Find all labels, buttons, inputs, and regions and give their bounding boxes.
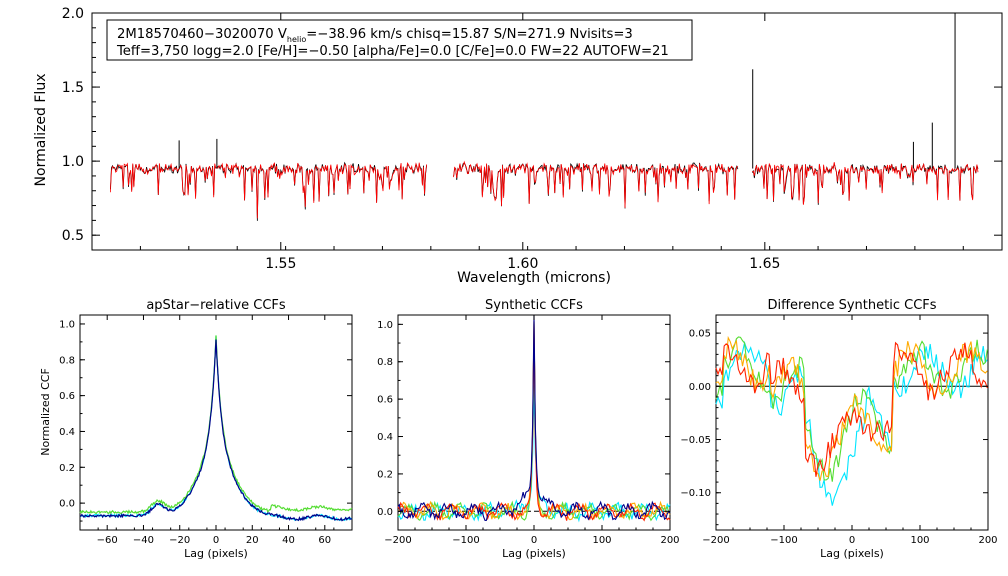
model-spectrum-line: [109, 161, 428, 219]
y-tick-label: 1.0: [377, 320, 393, 331]
y-tick-label: 0.5: [62, 228, 84, 244]
x-tick-label: 1.65: [749, 256, 780, 272]
synthetic-ccf-visit1-line: [397, 385, 671, 523]
diff-ccf-visit1-line: [715, 340, 988, 506]
diff-ccf-visit2-line: [715, 336, 988, 482]
y-tick-label: 0.8: [59, 355, 75, 366]
x-tick-label: 1.55: [265, 256, 296, 272]
x-tick-label: 1.60: [507, 256, 538, 272]
diff-ccf-traces: [715, 335, 988, 506]
spectrum-x-label: Wavelength (microns): [457, 270, 611, 286]
x-tick-label: 200: [660, 535, 679, 546]
x-tick-label: 100: [910, 535, 929, 546]
apstar-ccf-title: apStar−relative CCFs: [146, 298, 286, 313]
info-line-1: 2M18570460−3020070 Vhelio=−38.96 km/s ch…: [117, 27, 633, 44]
synthetic-ccf-ticks: −200 −100 0 100 200 0.0 0.2 0.4 0.6 0.8 1.0: [377, 315, 680, 546]
y-tick-label: 0.4: [377, 432, 393, 443]
y-tick-label: 1.0: [62, 154, 84, 170]
diff-ccf-frame: [715, 314, 989, 531]
model-spectrum-line: [752, 162, 979, 205]
x-tick-label: −20: [169, 535, 190, 546]
info-box: [106, 19, 693, 61]
y-tick-label: 0.2: [377, 469, 393, 480]
y-tick-label: 0.4: [59, 427, 75, 438]
x-tick-label: −60: [97, 535, 118, 546]
x-tick-label: −200: [702, 535, 729, 546]
y-tick-label: −0.10: [680, 488, 711, 499]
y-tick-label: 2.0: [62, 6, 84, 22]
synthetic-ccf-title: Synthetic CCFs: [485, 298, 583, 313]
diff-ccf-model-line: [715, 341, 988, 477]
apstar-ccf-ticks: −60 −40 −20 0 20 40 60 0.0 0.2 0.4 0.6 0.8 1.0: [59, 315, 353, 546]
x-tick-label: 20: [246, 535, 259, 546]
x-tick-label: 100: [592, 535, 611, 546]
observed-spectrum-line: [453, 162, 739, 209]
apstar-ccf-x-label: Lag (pixels): [184, 547, 248, 560]
y-tick-label: 0.00: [689, 382, 711, 393]
diff-ccf-visit3-line: [715, 335, 988, 481]
x-tick-label: 0: [213, 535, 219, 546]
diff-ccf-panel: −200 −100 0 100 200 0.05 0.00 −0.05 −0.10 Differ…: [680, 298, 997, 560]
y-tick-label: 1.0: [59, 319, 75, 330]
spectrum-traces: [109, 13, 979, 221]
x-tick-label: 200: [978, 535, 997, 546]
x-tick-label: −100: [452, 535, 479, 546]
synthetic-ccf-x-label: Lag (pixels): [502, 547, 566, 560]
y-tick-label: 0.2: [59, 463, 75, 474]
apstar-ccf-visit2-line: [79, 335, 353, 515]
spectrum-ticks: 1.55 1.60 1.65 0.5 1.0 1.5 2.0: [62, 6, 1002, 272]
y-tick-label: 0.6: [59, 391, 75, 402]
y-tick-label: 0.0: [377, 507, 393, 518]
spectrum-y-label: Normalized Flux: [33, 74, 49, 187]
apstar-ccf-combined-line: [79, 339, 353, 522]
x-tick-label: 60: [318, 535, 331, 546]
info-subscript: helio: [287, 35, 306, 44]
y-tick-label: 1.5: [62, 80, 84, 96]
apstar-ccf-y-label: Normalized CCF: [39, 368, 52, 456]
x-tick-label: −100: [770, 535, 797, 546]
spectrum-panel: 1.55 1.60 1.65 0.5 1.0 1.5 2.0 2M18570460−3020…: [33, 6, 1003, 286]
apstar-ccf-traces: [79, 335, 353, 522]
x-tick-label: 40: [282, 535, 295, 546]
y-tick-label: 0.0: [59, 499, 75, 510]
apstar-ccf-visit1-line: [79, 335, 353, 522]
apstar-ccf-panel: −60 −40 −20 0 20 40 60 0.0 0.2 0.4 0.6 0.8 1.0 apSta…: [39, 298, 353, 560]
info-star-id: 2M18570460−3020070 V: [117, 27, 287, 42]
x-tick-label: −40: [133, 535, 154, 546]
diff-ccf-x-label: Lag (pixels): [820, 547, 884, 560]
x-tick-label: 0: [849, 535, 855, 546]
diff-ccf-title: Difference Synthetic CCFs: [767, 298, 936, 313]
model-spectrum-line: [453, 160, 739, 208]
y-tick-label: 0.05: [689, 329, 711, 340]
synthetic-ccf-traces: [397, 315, 671, 523]
synthetic-ccf-apstar-line: [397, 315, 671, 521]
info-stats: =−38.96 km/s chisq=15.87 S/N=271.9 Nvisi…: [306, 27, 633, 42]
y-tick-label: 0.6: [377, 395, 393, 406]
y-tick-label: −0.05: [680, 435, 711, 446]
x-tick-label: 0: [531, 535, 537, 546]
diff-ccf-ticks: −200 −100 0 100 200 0.05 0.00 −0.05 −0.10: [680, 315, 998, 546]
info-line-2: Teff=3,750 logg=2.0 [Fe/H]=−0.50 [alpha/…: [116, 44, 669, 59]
y-tick-label: 0.8: [377, 357, 393, 368]
synthetic-ccf-panel: −200 −100 0 100 200 0.0 0.2 0.4 0.6 0.8 1.0 Synthe…: [377, 298, 679, 560]
x-tick-label: −200: [384, 535, 411, 546]
